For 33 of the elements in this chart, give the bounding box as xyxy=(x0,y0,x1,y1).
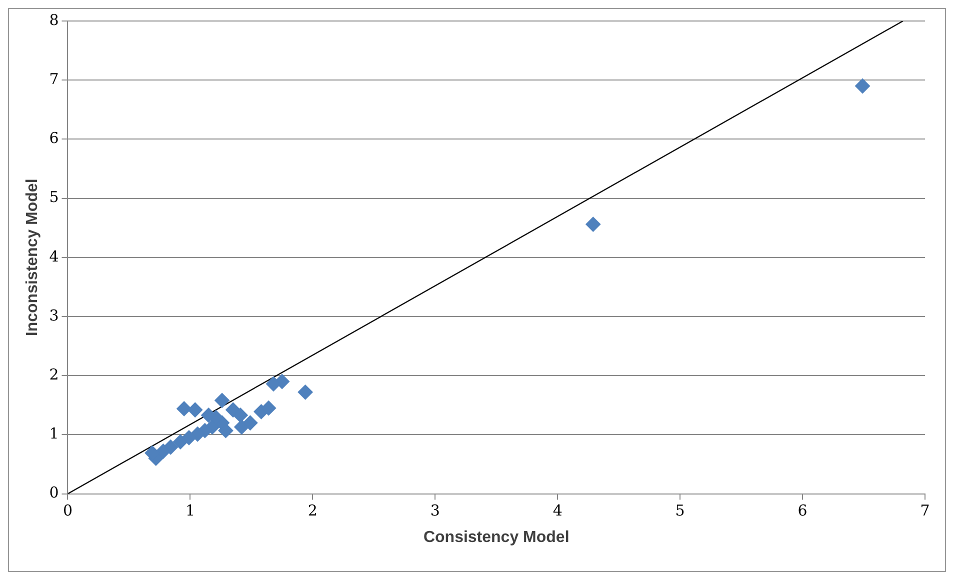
x-tick-label: 4 xyxy=(552,502,562,520)
x-tick-label: 7 xyxy=(920,502,930,520)
point xyxy=(242,415,258,430)
y-tick-label: 2 xyxy=(49,365,59,384)
point xyxy=(298,384,313,400)
point xyxy=(156,444,171,459)
y-tick-label: 4 xyxy=(49,247,59,266)
point xyxy=(176,401,192,416)
y-tick-label: 5 xyxy=(49,188,59,206)
y-tick-label: 3 xyxy=(49,306,59,324)
point xyxy=(586,216,601,232)
y-tick-label: 0 xyxy=(49,484,59,502)
x-tick-label: 5 xyxy=(675,502,685,520)
x-tick-label: 3 xyxy=(430,502,440,520)
point xyxy=(261,400,276,416)
x-tick-label: 2 xyxy=(308,502,318,520)
y-tick-label: 1 xyxy=(49,424,59,443)
y-tick-label: 6 xyxy=(49,129,59,148)
point xyxy=(218,423,234,438)
point xyxy=(855,78,870,94)
x-axis-title: Consistency Model xyxy=(423,528,570,546)
point xyxy=(266,376,281,392)
x-tick-label: 1 xyxy=(185,502,195,520)
x-tick-label: 6 xyxy=(798,502,808,520)
y-tick-label: 7 xyxy=(49,70,59,88)
y-tick-label: 8 xyxy=(49,10,59,29)
y-axis-title: Inconsistency Model xyxy=(24,178,42,336)
point xyxy=(188,402,203,418)
point xyxy=(232,408,248,423)
point xyxy=(172,434,188,450)
point xyxy=(214,392,230,408)
x-tick-label: 0 xyxy=(62,502,73,520)
point xyxy=(234,420,250,435)
